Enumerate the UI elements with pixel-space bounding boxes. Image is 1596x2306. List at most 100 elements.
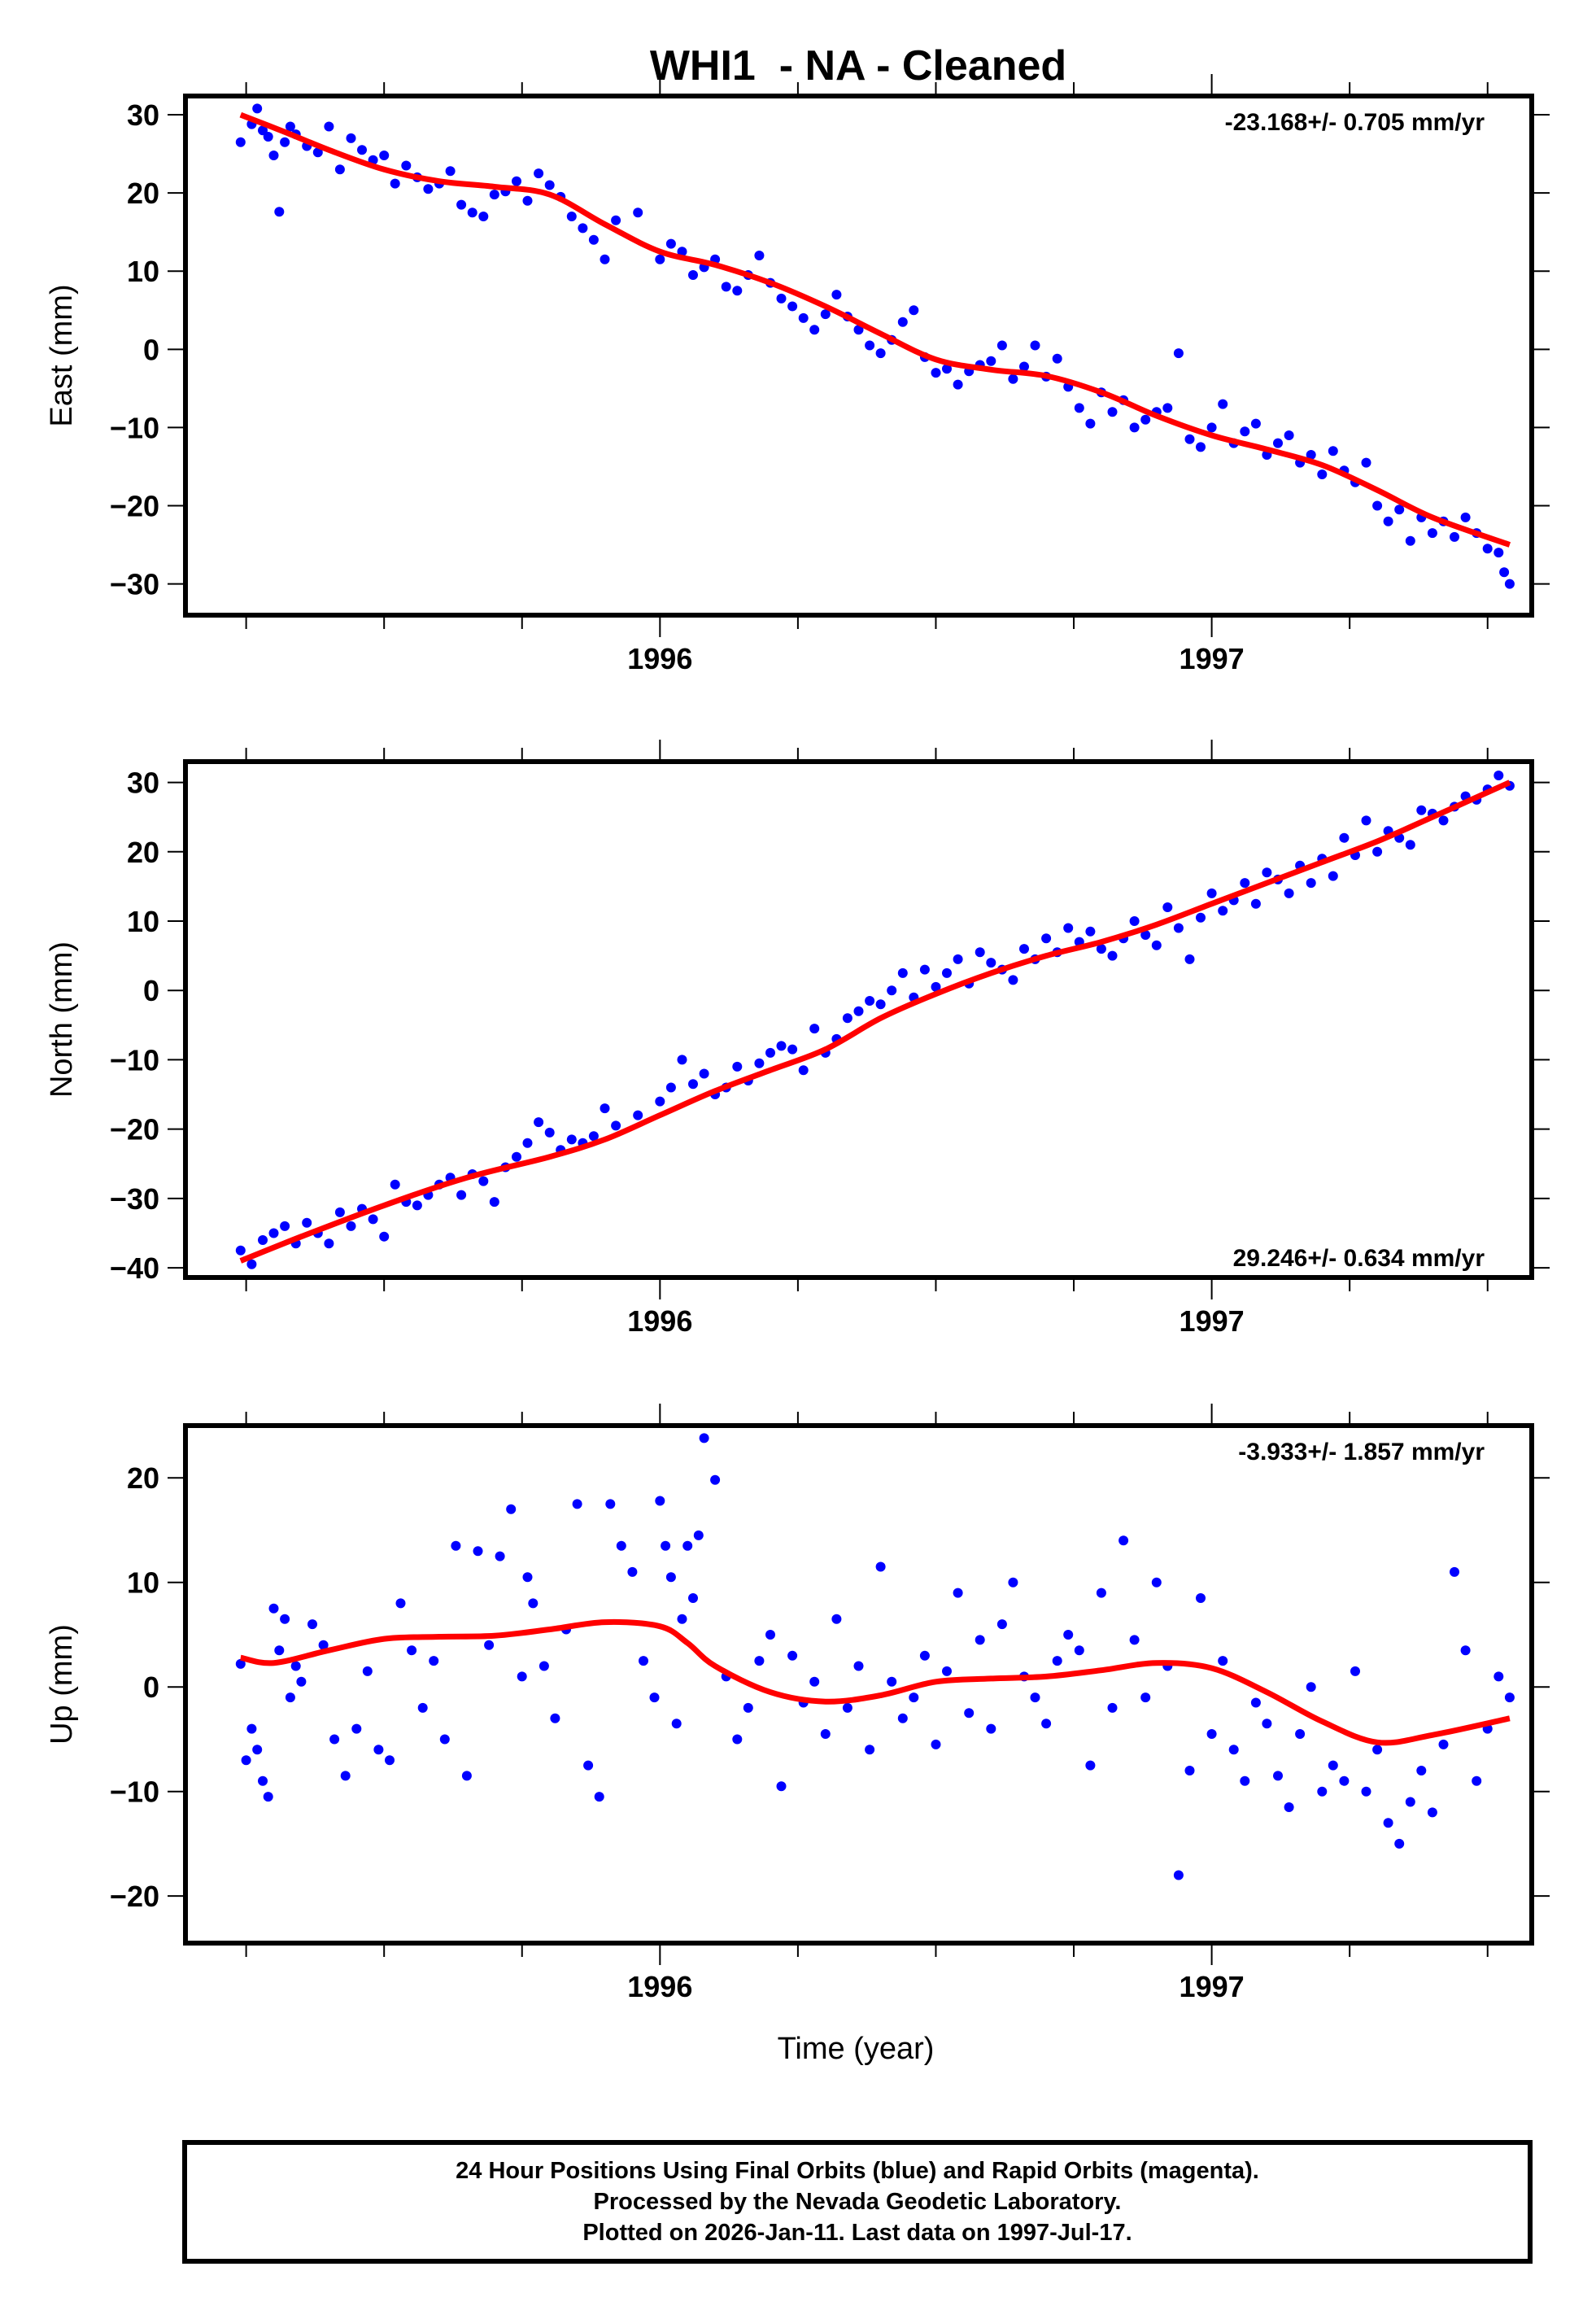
east-data-point [456,199,467,210]
up-y-tick-label: −20 [110,1880,159,1913]
east-data-point [1173,348,1184,359]
up-data-point [1328,1760,1338,1771]
up-data-point [274,1645,285,1656]
north-data-point [975,947,985,958]
east-data-point [1140,414,1151,425]
east-data-point [578,223,588,234]
north-data-point [953,954,963,964]
east-data-point [1019,361,1029,372]
east-data-point [986,356,996,366]
up-data-point [661,1540,671,1551]
up-data-point [765,1630,775,1640]
up-data-point [1196,1593,1206,1603]
east-y-tick-label: 30 [127,98,159,132]
north-data-point [1250,898,1261,909]
north-data-point [1196,912,1206,923]
east-data-point [1361,457,1371,468]
up-data-point [671,1719,682,1729]
up-data-point [975,1635,985,1645]
east-data-point [831,290,842,300]
up-data-point [385,1755,395,1766]
up-data-point [732,1734,743,1745]
north-data-point [1262,867,1272,878]
north-data-point [1173,923,1184,933]
north-data-point [1328,871,1338,881]
up-rate-label: -3.933+/- 1.857 mm/yr [1238,1439,1485,1465]
north-y-tick-label: −20 [110,1113,159,1146]
up-data-point [996,1619,1007,1630]
up-x-tick-label: 1996 [627,1970,692,2003]
north-data-point [809,1024,820,1034]
north-data-point [1041,933,1052,944]
up-data-point [318,1640,329,1650]
up-data-point [682,1540,693,1551]
up-data-point [1240,1775,1250,1786]
east-data-point [268,151,279,160]
east-data-point [1383,516,1393,526]
up-data-point [931,1739,941,1749]
north-data-point [1361,815,1371,826]
up-data-point [1317,1786,1328,1797]
up-data-point [258,1775,268,1786]
north-data-point [522,1138,533,1148]
north-data-point [677,1055,687,1065]
up-data-point [329,1734,340,1745]
up-y-tick-label: 0 [143,1671,159,1704]
up-data-point [1218,1656,1228,1666]
up-data-point [395,1598,406,1609]
east-data-point [280,137,290,147]
east-data-point [875,348,886,359]
up-data-point [506,1504,517,1514]
north-data-point [1284,888,1294,898]
north-data-point [1438,815,1449,826]
east-data-point [798,312,809,323]
up-data-point [1284,1802,1294,1812]
up-data-point [1206,1729,1217,1739]
up-data-point [605,1499,616,1509]
north-data-point [235,1245,246,1256]
east-data-point [478,212,489,221]
east-data-point [996,340,1007,351]
east-data-point [677,247,687,257]
north-data-point [489,1197,499,1208]
up-data-point [820,1729,831,1739]
up-data-point [373,1745,384,1755]
east-data-point [274,207,285,217]
north-data-point [897,967,908,978]
up-data-point [887,1676,897,1687]
up-data-point [942,1666,952,1676]
up-observed-points [235,1433,1515,1880]
north-data-point [302,1217,312,1228]
east-data-point [665,238,676,249]
north-data-point [611,1120,621,1131]
north-data-point [853,1006,864,1016]
east-data-point [909,305,919,316]
up-data-point [439,1734,450,1745]
up-data-point [1350,1666,1360,1676]
east-plot-frame [183,94,1534,618]
up-plot-frame [183,1423,1534,1946]
north-data-point [1129,916,1140,926]
north-plot-frame [183,759,1534,1280]
up-data-point [842,1702,853,1713]
north-y-tick-label: −40 [110,1251,159,1285]
east-data-point [1196,442,1206,452]
north-data-point [1140,930,1151,940]
north-y-tick-label: −30 [110,1182,159,1216]
east-data-point [1328,446,1338,456]
up-data-point [280,1614,290,1624]
east-data-point [1008,373,1018,384]
east-data-point [1240,426,1250,437]
north-data-point [246,1259,257,1269]
up-data-point [252,1745,263,1755]
east-data-point [1129,422,1140,433]
east-data-point [1405,535,1415,546]
up-data-point [1107,1702,1118,1713]
up-data-point [572,1499,582,1509]
up-data-point [307,1619,317,1630]
north-y-axis-label: North (mm) [45,941,79,1098]
north-data-point [1019,944,1029,954]
north-data-point [1405,840,1415,850]
east-data-point [688,270,698,280]
east-data-point [390,178,400,189]
